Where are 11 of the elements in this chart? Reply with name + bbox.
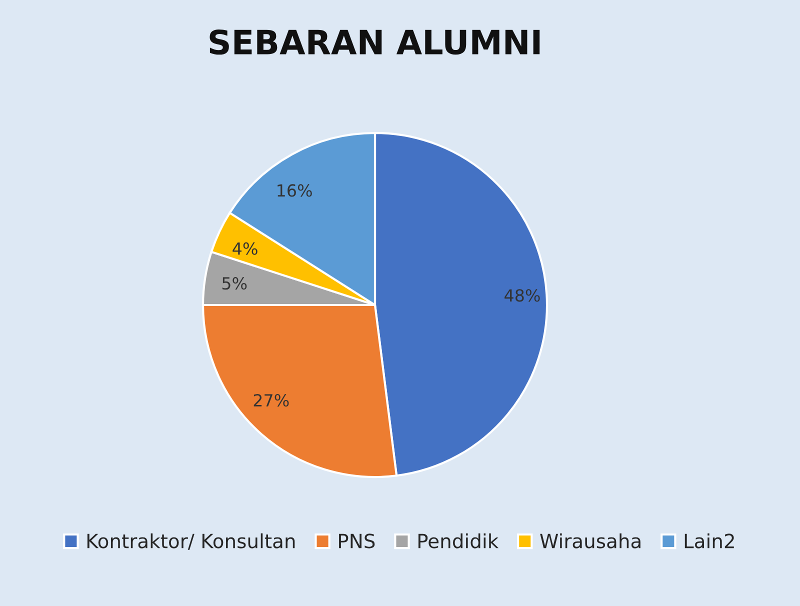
data-label: 16% — [278, 184, 312, 197]
data-label: 27% — [254, 394, 289, 407]
legend-label: PNS — [339, 534, 375, 548]
data-label: 5% — [222, 277, 247, 290]
legend-label: Kontraktor/ Konsultan — [87, 533, 295, 550]
data-label: 48% — [504, 289, 540, 302]
legend-label: Lain2 — [684, 533, 734, 548]
chart-title: SEBARAN ALUMNI — [210, 29, 540, 55]
data-label: 4% — [232, 242, 258, 255]
legend-label: Wirausaha — [540, 533, 640, 548]
legend-label: Pendidik — [418, 533, 499, 548]
